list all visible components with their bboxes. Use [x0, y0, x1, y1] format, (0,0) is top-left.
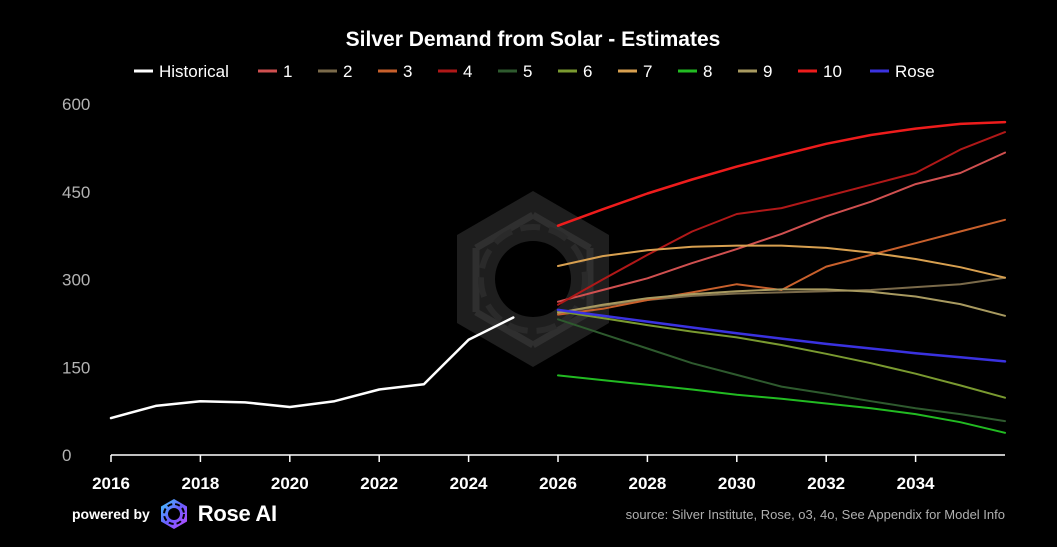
- chart-title: Silver Demand from Solar - Estimates: [346, 28, 721, 51]
- legend-label-historical: Historical: [159, 62, 229, 81]
- series-line-4: [557, 131, 1006, 306]
- series-line-2: [557, 276, 1006, 314]
- x-tick-label: 2024: [450, 474, 488, 493]
- legend-label-2: 2: [343, 62, 352, 81]
- series-line-1: [557, 151, 1006, 303]
- legend-label-3: 3: [403, 62, 412, 81]
- x-tick-label: 2022: [360, 474, 398, 493]
- chart-series: [109, 120, 1007, 434]
- x-tick-label: 2028: [628, 474, 666, 493]
- series-line-7: [557, 244, 1006, 279]
- chart-legend: Historical 1 2 3 4 5 6 7 8 9 10 Rose: [134, 62, 935, 81]
- chart-axes: 0 150 300 450 600 2016 2018 2020 2022 2024 2026 202…: [62, 95, 1005, 493]
- powered-by-logo: powered by Rose AI: [72, 498, 277, 530]
- x-tick-label: 2016: [92, 474, 130, 493]
- legend-label-9: 9: [763, 62, 772, 81]
- y-tick-label: 450: [62, 183, 90, 202]
- x-tick-label: 2018: [181, 474, 219, 493]
- x-tick-label: 2030: [718, 474, 756, 493]
- source-note: source: Silver Institute, Rose, o3, 4o, …: [625, 507, 1005, 522]
- x-tick-label: 2020: [271, 474, 309, 493]
- legend-label-4: 4: [463, 62, 472, 81]
- x-tick-label: 2032: [807, 474, 845, 493]
- y-tick-label: 0: [62, 446, 71, 465]
- series-line-5: [557, 318, 1006, 423]
- brand-name: Rose AI: [197, 501, 277, 526]
- series-line-historical: [109, 316, 515, 420]
- series-line-9: [557, 288, 1006, 317]
- legend-label-1: 1: [283, 62, 292, 81]
- legend-label-10: 10: [823, 62, 842, 81]
- series-line-6: [557, 310, 1006, 399]
- y-tick-label: 600: [62, 95, 90, 114]
- powered-by-label: powered by: [72, 506, 150, 522]
- x-tick-label: 2026: [539, 474, 577, 493]
- legend-label-8: 8: [703, 62, 712, 81]
- legend-label-6: 6: [583, 62, 592, 81]
- series-line-rose: [556, 308, 1007, 363]
- legend-label-rose: Rose: [895, 62, 935, 81]
- x-tick-label: 2034: [897, 474, 935, 493]
- rose-watermark-icon: [457, 191, 609, 367]
- legend-label-7: 7: [643, 62, 652, 81]
- series-line-10: [556, 120, 1007, 227]
- series-line-8: [557, 374, 1006, 434]
- rose-logo-icon: [160, 499, 187, 529]
- legend-label-5: 5: [523, 62, 532, 81]
- y-tick-label: 150: [62, 358, 90, 377]
- y-tick-label: 300: [62, 271, 90, 290]
